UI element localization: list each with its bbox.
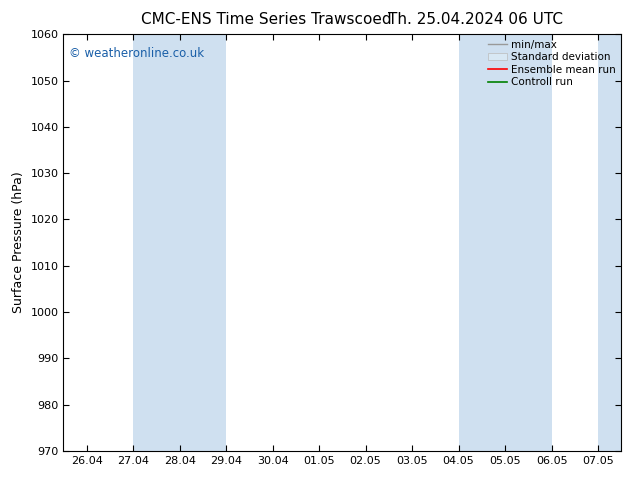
Legend: min/max, Standard deviation, Ensemble mean run, Controll run: min/max, Standard deviation, Ensemble me…: [486, 37, 618, 89]
Text: Th. 25.04.2024 06 UTC: Th. 25.04.2024 06 UTC: [388, 12, 563, 27]
Bar: [458, 34, 552, 451]
Text: CMC-ENS Time Series Trawscoed: CMC-ENS Time Series Trawscoed: [141, 12, 392, 27]
Text: © weatheronline.co.uk: © weatheronline.co.uk: [69, 47, 204, 60]
Bar: [133, 34, 226, 451]
Y-axis label: Surface Pressure (hPa): Surface Pressure (hPa): [12, 172, 25, 314]
Bar: [598, 34, 621, 451]
